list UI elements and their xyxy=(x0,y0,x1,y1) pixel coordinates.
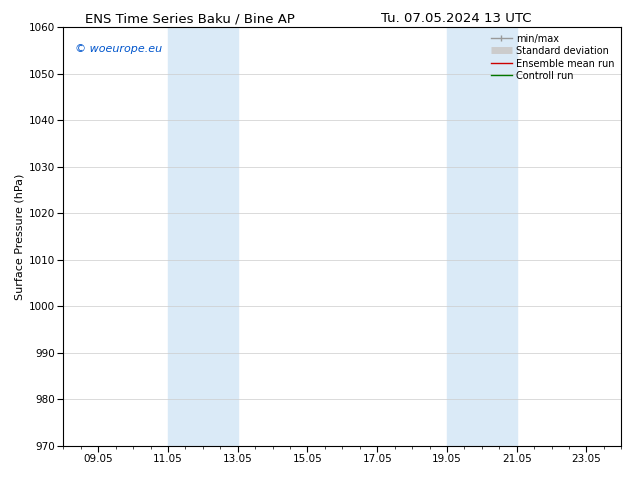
Y-axis label: Surface Pressure (hPa): Surface Pressure (hPa) xyxy=(15,173,25,299)
Text: ENS Time Series Baku / Bine AP: ENS Time Series Baku / Bine AP xyxy=(85,12,295,25)
Text: © woeurope.eu: © woeurope.eu xyxy=(75,44,162,54)
Bar xyxy=(168,27,238,446)
Text: Tu. 07.05.2024 13 UTC: Tu. 07.05.2024 13 UTC xyxy=(381,12,532,25)
Bar xyxy=(447,27,517,446)
Legend: min/max, Standard deviation, Ensemble mean run, Controll run: min/max, Standard deviation, Ensemble me… xyxy=(489,32,616,83)
